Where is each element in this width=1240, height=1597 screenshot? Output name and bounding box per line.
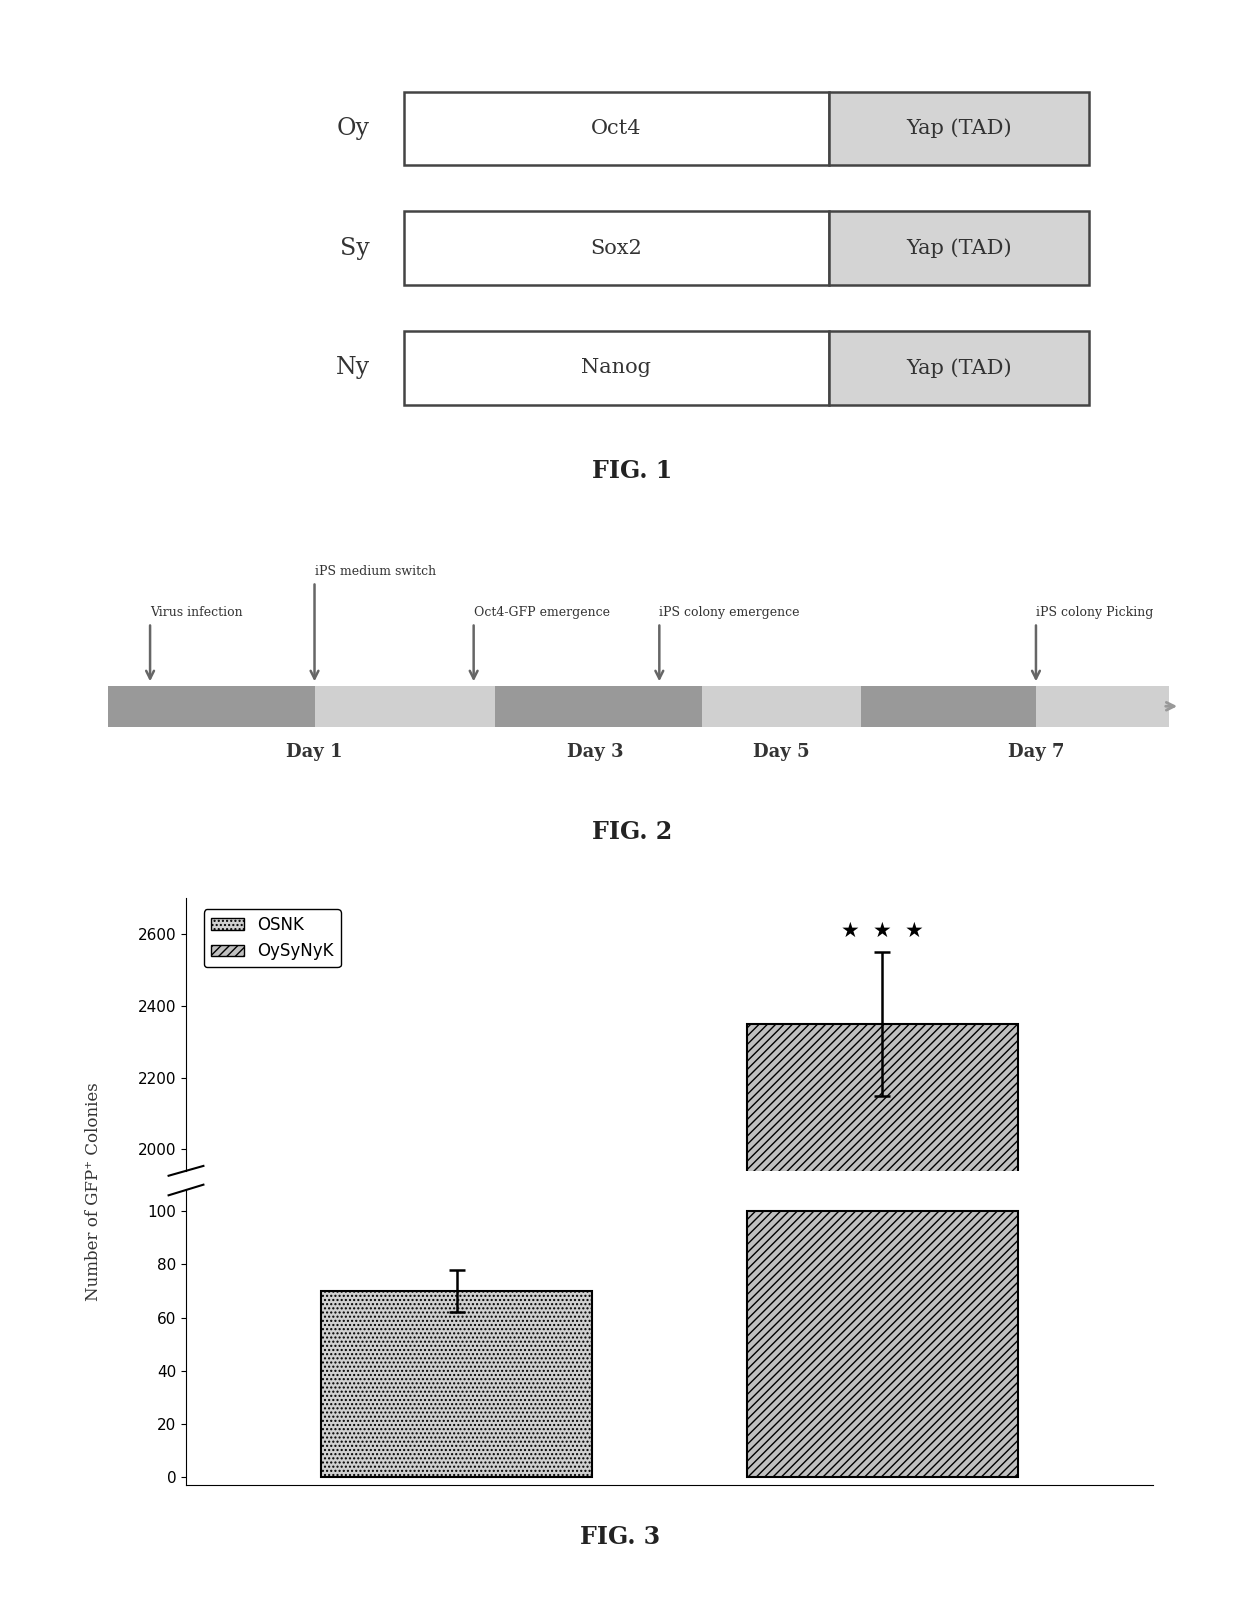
Text: iPS colony emergence: iPS colony emergence bbox=[660, 607, 800, 620]
Text: Sox2: Sox2 bbox=[590, 240, 642, 257]
Text: ★  ★  ★: ★ ★ ★ bbox=[841, 921, 924, 941]
Text: Day 7: Day 7 bbox=[1008, 743, 1064, 760]
Text: iPS colony Picking: iPS colony Picking bbox=[1035, 607, 1153, 620]
Bar bbox=[404, 211, 828, 286]
Text: Oy: Oy bbox=[337, 117, 370, 141]
Bar bbox=[828, 211, 1089, 286]
Text: Number of GFP⁺ Colonies: Number of GFP⁺ Colonies bbox=[84, 1083, 102, 1302]
Text: Day 5: Day 5 bbox=[753, 743, 810, 760]
Bar bbox=[702, 685, 861, 727]
Bar bbox=[495, 685, 702, 727]
Legend: OSNK, OySyNyK: OSNK, OySyNyK bbox=[205, 909, 341, 968]
Bar bbox=[828, 331, 1089, 404]
Text: Yap (TAD): Yap (TAD) bbox=[906, 358, 1012, 378]
Bar bbox=[404, 331, 828, 404]
Bar bbox=[1035, 685, 1168, 727]
Bar bbox=[746, 1211, 1018, 1477]
Text: FIG. 3: FIG. 3 bbox=[580, 1525, 660, 1549]
Bar bbox=[108, 685, 315, 727]
Text: Ny: Ny bbox=[336, 356, 370, 380]
Text: Yap (TAD): Yap (TAD) bbox=[906, 238, 1012, 259]
Text: Day 3: Day 3 bbox=[568, 743, 624, 760]
Text: Nanog: Nanog bbox=[582, 358, 651, 377]
Text: Oct4: Oct4 bbox=[591, 120, 641, 137]
Bar bbox=[746, 1024, 1018, 1597]
Text: FIG. 2: FIG. 2 bbox=[593, 819, 672, 843]
Text: iPS medium switch: iPS medium switch bbox=[315, 565, 435, 578]
Bar bbox=[315, 685, 495, 727]
Text: Sy: Sy bbox=[340, 236, 370, 260]
Text: Oct4-GFP emergence: Oct4-GFP emergence bbox=[474, 607, 610, 620]
Bar bbox=[404, 91, 828, 166]
Bar bbox=[861, 685, 1035, 727]
Text: Virus infection: Virus infection bbox=[150, 607, 243, 620]
Bar bbox=[321, 1290, 593, 1477]
Text: Yap (TAD): Yap (TAD) bbox=[906, 118, 1012, 139]
Text: FIG. 1: FIG. 1 bbox=[593, 458, 672, 482]
Text: Day 1: Day 1 bbox=[286, 743, 342, 760]
Bar bbox=[828, 91, 1089, 166]
